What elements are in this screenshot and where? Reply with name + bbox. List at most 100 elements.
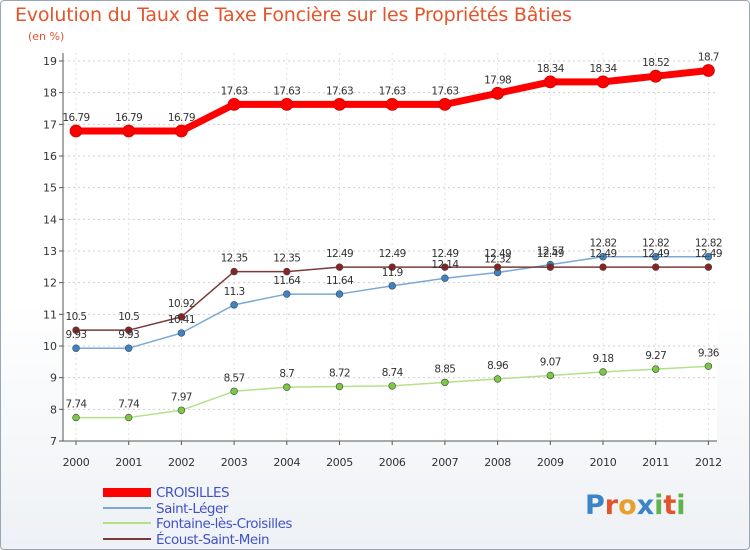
data-point: [546, 371, 554, 380]
logo-letter: i: [654, 490, 664, 521]
x-tick-label: 2007: [432, 456, 459, 469]
y-tick-label: 8: [50, 403, 57, 416]
x-tick-label: 2012: [695, 456, 722, 469]
data-point: [72, 326, 80, 334]
data-point: [493, 375, 502, 383]
data-point: [230, 267, 238, 276]
data-label: 10.41: [168, 314, 195, 326]
data-label: 12.49: [589, 248, 616, 260]
y-tick-label: 15: [43, 182, 57, 195]
data-label: 9.36: [698, 347, 720, 359]
data-label: 17.63: [326, 85, 353, 97]
data-point: [124, 326, 133, 334]
data-point: [177, 406, 186, 414]
data-label: 8.74: [382, 367, 404, 379]
data-label: 8.7: [279, 368, 294, 380]
legend-label: CROISILLES: [156, 485, 230, 501]
data-point: [280, 97, 294, 111]
data-point: [599, 263, 607, 271]
data-label: 10.5: [66, 311, 87, 323]
data-label: 18.34: [537, 63, 565, 75]
data-label: 8.85: [434, 363, 455, 375]
y-tick-label: 16: [43, 150, 57, 163]
data-point: [441, 274, 449, 282]
data-label: 17.98: [484, 74, 511, 86]
data-point: [335, 382, 344, 391]
data-label: 9.93: [118, 329, 139, 341]
data-label: 17.63: [221, 85, 248, 97]
logo-letter: i: [676, 490, 686, 521]
x-tick-label: 2010: [590, 456, 617, 469]
data-point: [230, 387, 238, 395]
data-label: 10.5: [118, 311, 139, 323]
data-point: [174, 124, 188, 138]
x-tick-label: 2004: [273, 456, 300, 469]
data-label: 12.35: [273, 253, 300, 265]
data-label: 8.72: [329, 368, 350, 380]
y-tick-label: 11: [43, 308, 57, 321]
data-label: 16.79: [62, 112, 89, 124]
data-label: 12.49: [642, 248, 669, 260]
y-tick-label: 7: [50, 435, 57, 448]
data-point: [283, 290, 291, 298]
data-label: 18.7: [698, 52, 719, 64]
legend-label: Fontaine-lès-Croisilles: [156, 516, 292, 532]
y-tick-label: 9: [50, 372, 57, 385]
data-point: [441, 263, 449, 271]
data-point: [599, 368, 607, 376]
data-label: 8.57: [224, 372, 245, 384]
data-point: [704, 362, 713, 370]
y-tick-label: 12: [43, 277, 57, 290]
data-point: [122, 124, 136, 138]
data-point: [283, 383, 291, 391]
logo-letter: o: [618, 490, 637, 521]
data-point: [491, 86, 505, 100]
data-point: [651, 365, 660, 373]
data-label: 12.49: [326, 248, 353, 260]
y-tick-label: 10: [43, 340, 57, 353]
data-label: 17.63: [431, 85, 458, 97]
logo-letter: P: [585, 490, 605, 521]
x-tick-label: 2001: [115, 456, 142, 469]
data-point: [441, 378, 449, 387]
logo-letter: r: [604, 490, 619, 521]
data-label: 9.93: [66, 329, 87, 341]
x-tick-label: 2009: [537, 456, 564, 469]
data-label: 16.79: [115, 112, 142, 124]
legend-swatch: [103, 506, 151, 509]
data-label: 9.18: [593, 353, 614, 365]
x-tick-label: 2003: [221, 456, 248, 469]
data-point: [543, 75, 557, 89]
data-point: [335, 290, 344, 298]
data-point: [283, 267, 291, 276]
data-point: [124, 413, 133, 422]
logo-letter: t: [663, 490, 677, 521]
legend-swatch: [103, 537, 151, 540]
data-label: 12.49: [484, 248, 511, 260]
data-point: [438, 97, 452, 111]
data-label: 18.34: [589, 63, 617, 75]
data-point: [385, 97, 399, 111]
data-label: 12.49: [379, 248, 406, 260]
data-point: [704, 253, 713, 261]
legend-label: Saint-Léger: [156, 500, 228, 517]
data-point: [72, 413, 80, 422]
x-tick-label: 2011: [642, 456, 669, 469]
unit-label: (en %): [28, 30, 65, 43]
data-point: [177, 313, 186, 321]
x-tick-label: 2006: [379, 456, 406, 469]
chart-title: Evolution du Taux de Taxe Foncière sur l…: [15, 4, 572, 26]
data-label: 8.96: [487, 360, 509, 372]
data-point: [177, 329, 186, 337]
x-tick-label: 2002: [168, 456, 195, 469]
legend-swatch: [103, 522, 151, 524]
data-label: 12.82: [695, 238, 722, 250]
data-label: 11.9: [382, 267, 403, 279]
legend-label: Écoust-Saint-Mein: [156, 531, 270, 548]
data-label: 12.49: [695, 248, 722, 260]
data-label: 9.27: [645, 350, 666, 362]
data-label: 12.49: [431, 248, 458, 260]
data-label: 10.92: [168, 298, 195, 310]
